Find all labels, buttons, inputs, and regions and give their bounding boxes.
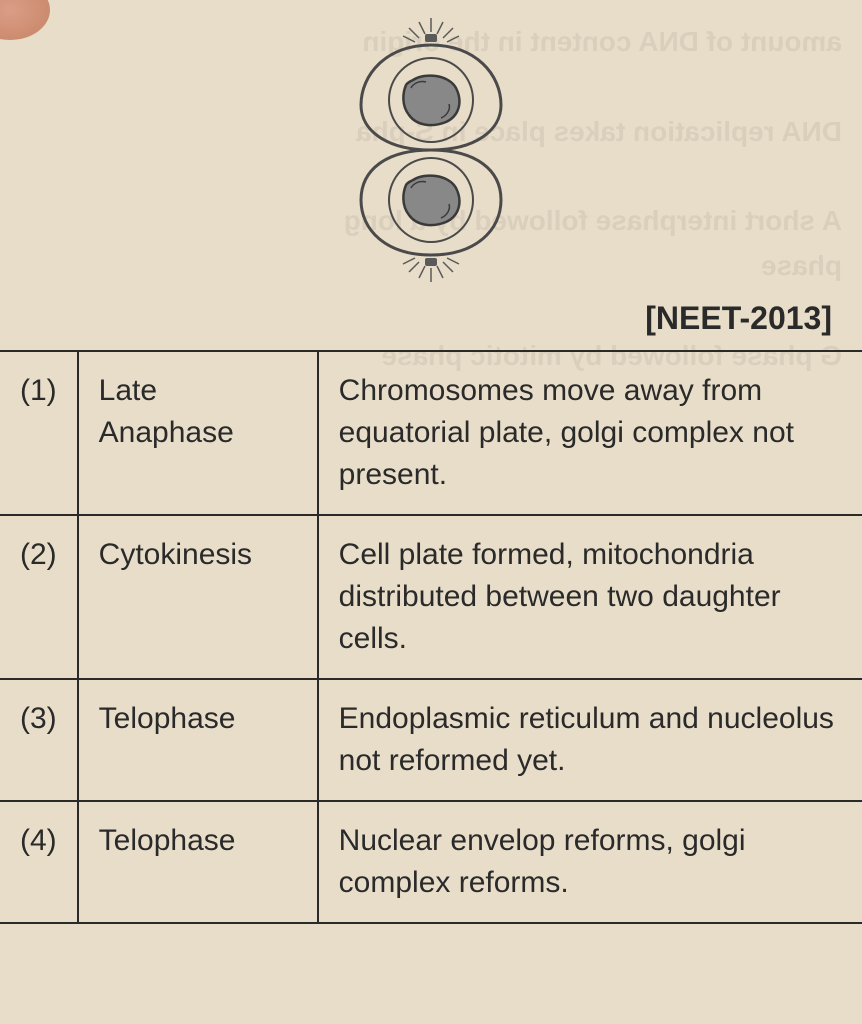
table-row: (3) Telophase Endoplasmic reticulum and … [0, 679, 862, 801]
option-number: (3) [0, 679, 78, 801]
exam-tag: [NEET-2013] [645, 300, 832, 337]
option-number: (1) [0, 351, 78, 515]
option-description: Nuclear envelop reforms, golgi complex r… [318, 801, 862, 923]
table-row: (1) Late Anaphase Chromosomes move away … [0, 351, 862, 515]
option-phase: Late Anaphase [78, 351, 318, 515]
option-phase: Telophase [78, 801, 318, 923]
option-number: (2) [0, 515, 78, 679]
option-number: (4) [0, 801, 78, 923]
option-phase: Telophase [78, 679, 318, 801]
table-row: (2) Cytokinesis Cell plate formed, mitoc… [0, 515, 862, 679]
option-description: Endoplasmic reticulum and nucleolus not … [318, 679, 862, 801]
option-phase: Cytokinesis [78, 515, 318, 679]
answer-options-table: (1) Late Anaphase Chromosomes move away … [0, 350, 862, 924]
cell-division-diagram [331, 10, 531, 290]
table-row: (4) Telophase Nuclear envelop reforms, g… [0, 801, 862, 923]
option-description: Cell plate formed, mitochondria distribu… [318, 515, 862, 679]
option-description: Chromosomes move away from equatorial pl… [318, 351, 862, 515]
